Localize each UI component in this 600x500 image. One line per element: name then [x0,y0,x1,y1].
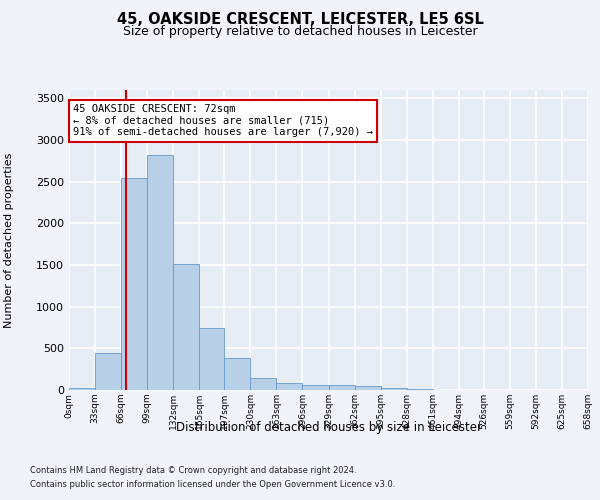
Bar [173,264,199,390]
Text: Contains public sector information licensed under the Open Government Licence v3: Contains public sector information licen… [30,480,395,489]
Bar [380,388,407,390]
Bar [329,385,355,390]
Bar [277,384,302,390]
Bar [199,328,224,390]
Bar [147,155,173,390]
Bar [355,386,380,390]
Text: Distribution of detached houses by size in Leicester: Distribution of detached houses by size … [176,421,482,434]
Bar [95,352,121,390]
Bar [224,358,250,390]
Bar [302,384,329,390]
Bar [250,378,277,390]
Bar [407,389,433,390]
Text: 45 OAKSIDE CRESCENT: 72sqm
← 8% of detached houses are smaller (715)
91% of semi: 45 OAKSIDE CRESCENT: 72sqm ← 8% of detac… [73,104,373,138]
Text: Size of property relative to detached houses in Leicester: Size of property relative to detached ho… [122,25,478,38]
Bar [121,178,147,390]
Text: 45, OAKSIDE CRESCENT, LEICESTER, LE5 6SL: 45, OAKSIDE CRESCENT, LEICESTER, LE5 6SL [116,12,484,28]
Text: Contains HM Land Registry data © Crown copyright and database right 2024.: Contains HM Land Registry data © Crown c… [30,466,356,475]
Bar [69,388,95,390]
Text: Number of detached properties: Number of detached properties [4,152,14,328]
